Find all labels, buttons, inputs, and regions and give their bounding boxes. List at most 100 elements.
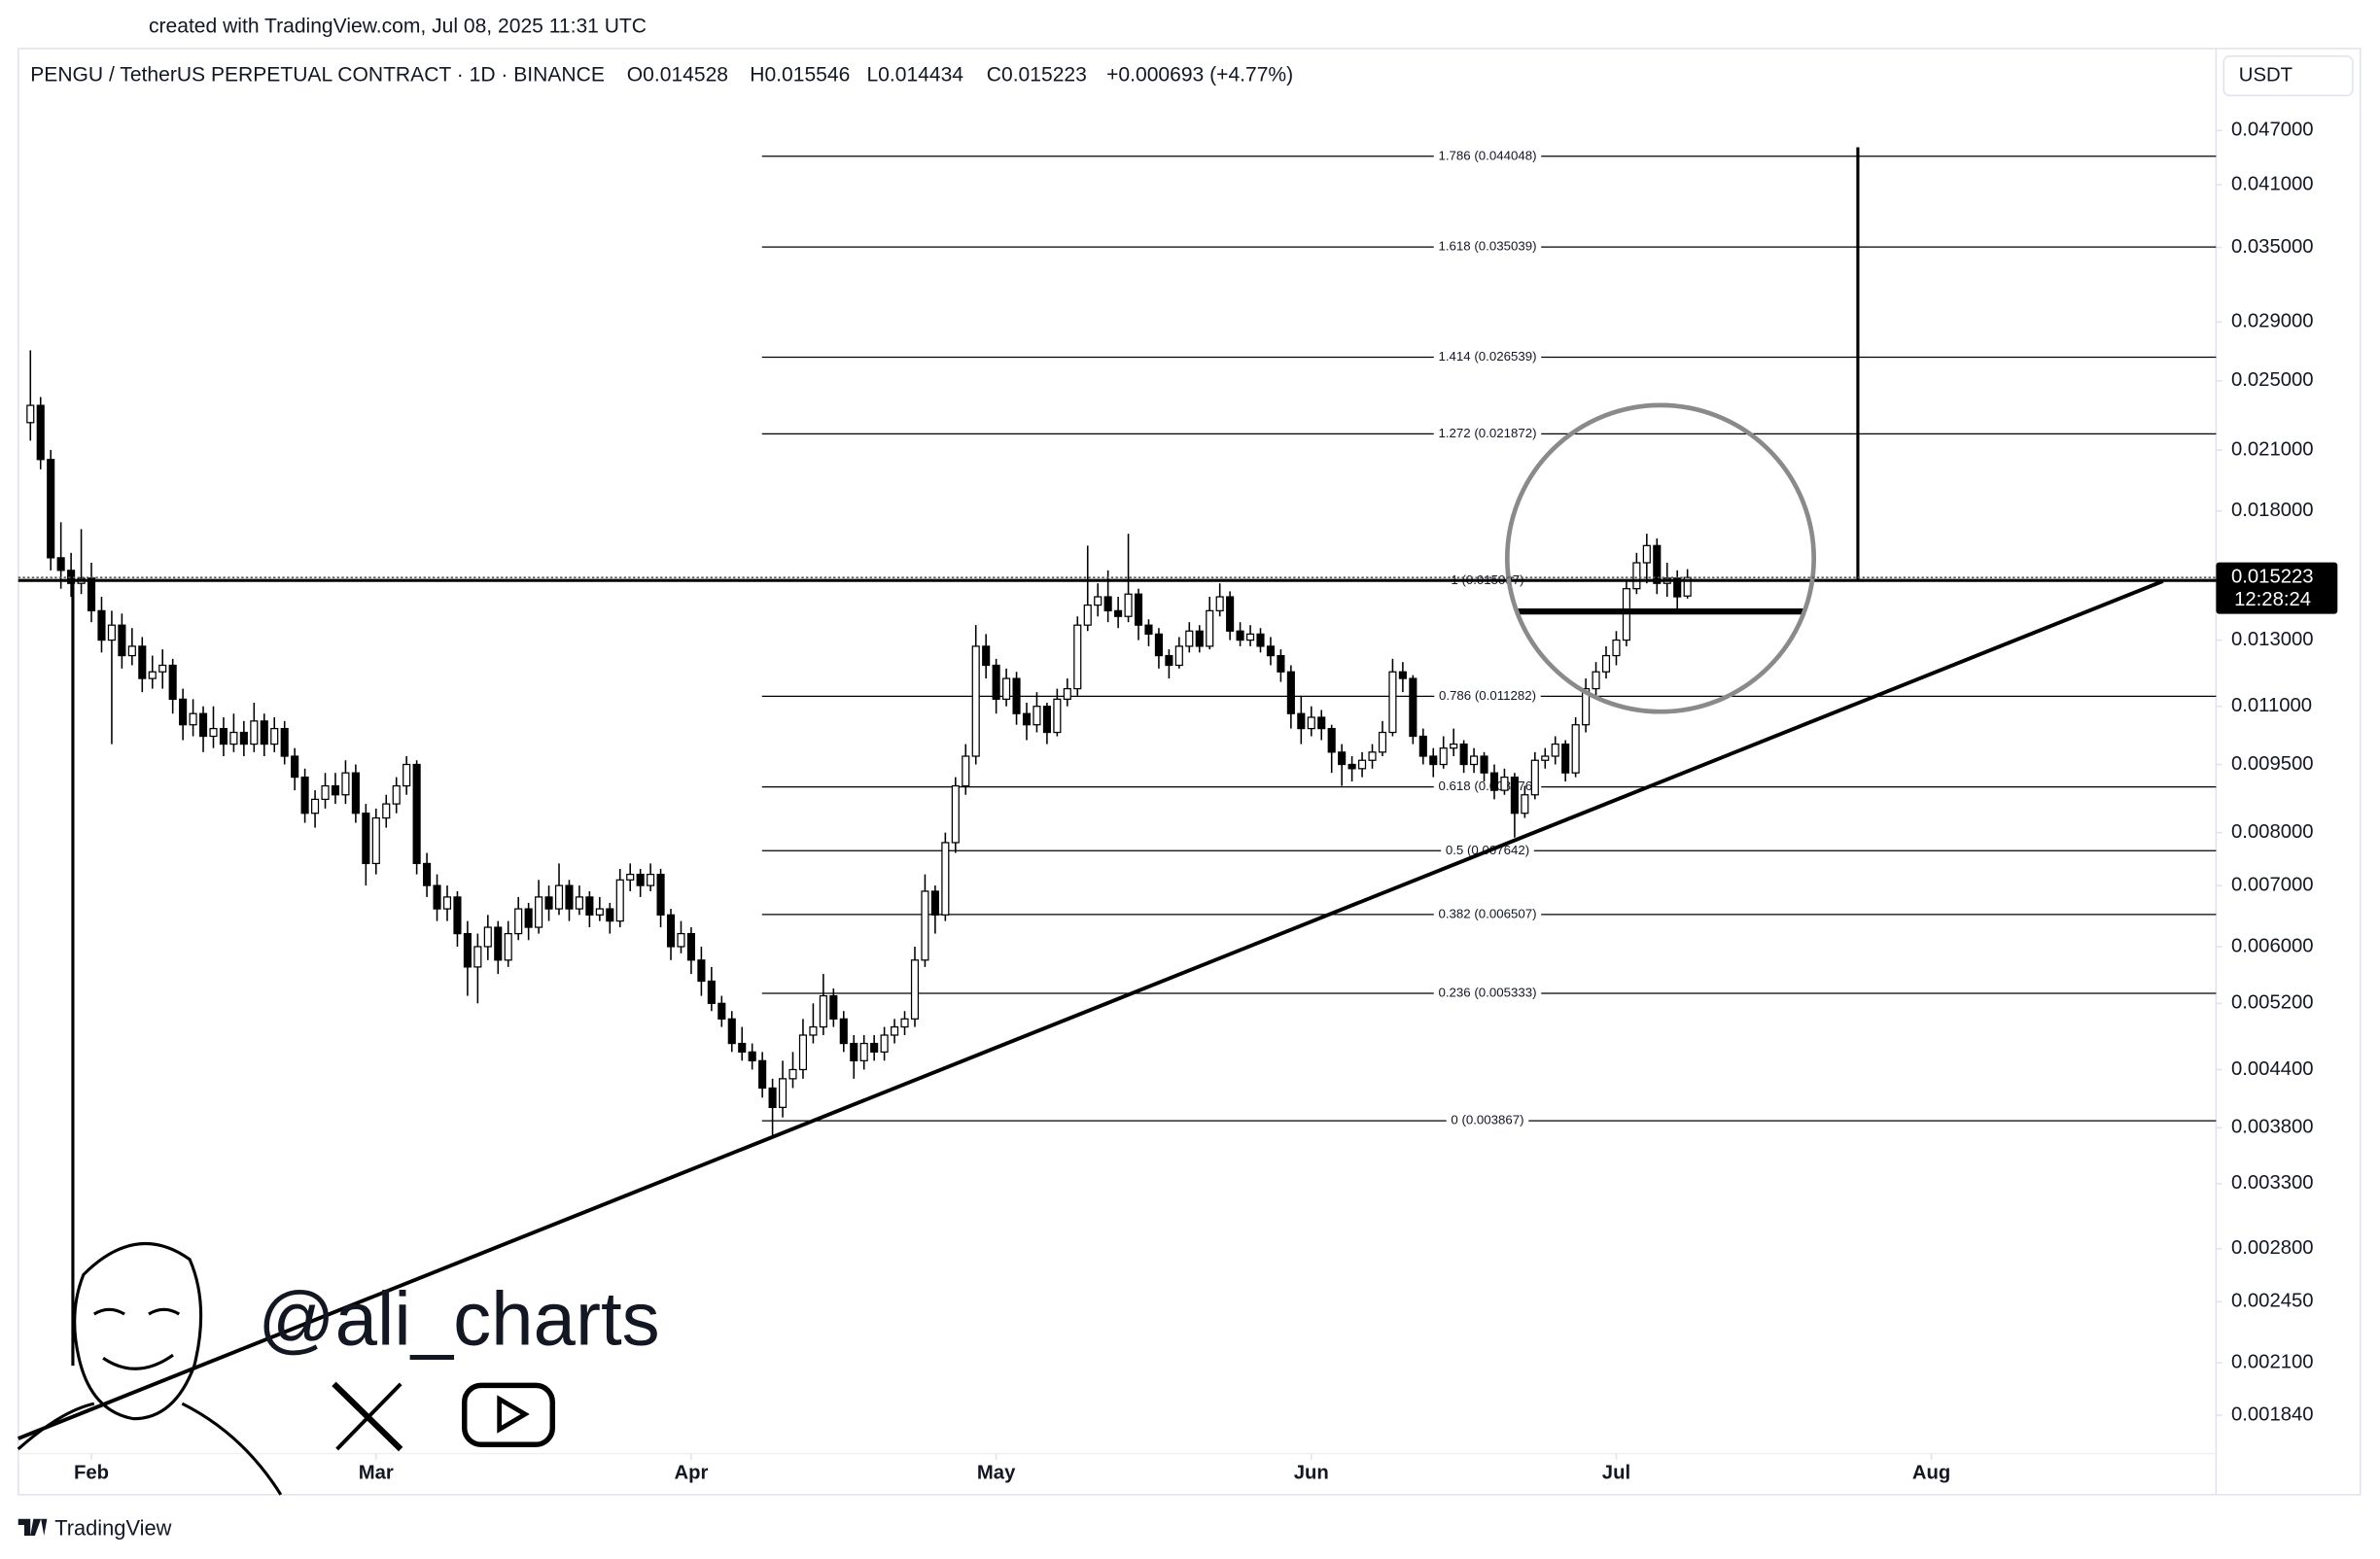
fib-label-bg (1433, 426, 1542, 442)
candle-body (463, 932, 472, 968)
candle-body (300, 776, 309, 814)
tv-logo (18, 1518, 48, 1536)
candle-body (1266, 645, 1276, 657)
fib-label-bg (1433, 148, 1542, 164)
candle-body (1297, 712, 1306, 730)
candle-body (829, 994, 838, 1020)
candle-body (1286, 671, 1295, 714)
candle-body (127, 645, 136, 657)
candle-body (1206, 609, 1214, 647)
candle-body (1174, 645, 1183, 667)
candle-body (585, 896, 594, 916)
candle-body (758, 1059, 767, 1090)
candle-body (1154, 633, 1163, 657)
candle-body (575, 896, 583, 910)
candle-body (382, 803, 391, 819)
candle-body (483, 926, 492, 948)
candle-body (209, 727, 218, 738)
candle-body (1134, 593, 1143, 626)
candle-body (982, 645, 991, 667)
candle-body (341, 772, 350, 796)
candle-body (179, 698, 188, 726)
candle-body (1480, 755, 1488, 774)
trendline (18, 579, 2164, 1440)
last-price-label: 0.015223 (2231, 567, 2314, 588)
candle-body (1470, 755, 1479, 766)
currency: USDT (2239, 64, 2292, 86)
x-icon[interactable] (332, 1381, 403, 1452)
candle-body (1582, 687, 1591, 726)
candle-body (727, 1018, 736, 1045)
high-value: H0.015546 (750, 64, 850, 87)
y-tick-label: 0.004400 (2231, 1058, 2314, 1080)
candle-body (768, 1087, 777, 1108)
candle-body (686, 932, 696, 961)
x-tick-label: Aug (1912, 1462, 1950, 1483)
currency-box[interactable] (2222, 54, 2354, 97)
candle-body (1530, 759, 1539, 796)
candle-body (26, 404, 35, 424)
fib-label: 1.786 (0.044048) (1438, 148, 1536, 162)
candle-body (850, 1042, 858, 1061)
fib-label: 0.618 (0.008976) (1438, 779, 1536, 793)
candle-body (260, 720, 268, 745)
candle-body (138, 645, 147, 679)
candle-body (971, 645, 980, 757)
change-value: +0.000693 (+4.77%) (1106, 64, 1293, 87)
youtube-icon[interactable] (462, 1382, 556, 1448)
y-tick-label: 0.011000 (2231, 695, 2312, 716)
x-tick-label: Apr (674, 1462, 708, 1483)
candle-body (1063, 687, 1071, 700)
y-tick-label: 0.007000 (2231, 874, 2314, 895)
y-tick-label: 0.029000 (2231, 311, 2314, 332)
chart-frame (17, 48, 2362, 1496)
axis-group: 0.047000 0.041000 0.035000 0.029000 0.025000… (18, 120, 2338, 1483)
candle-body (798, 1034, 808, 1071)
candle-body (535, 896, 543, 928)
candle-body (280, 727, 289, 757)
candle-body (392, 784, 401, 805)
candle-body (1185, 630, 1194, 647)
candle-body (36, 404, 45, 461)
avatar-face (92, 1307, 181, 1370)
candle-body (707, 980, 716, 1004)
candle-body (1510, 776, 1519, 814)
avatar-sketch (17, 1241, 283, 1496)
last-price-box (2216, 562, 2338, 614)
candle-body (1368, 751, 1377, 761)
x-tick-label: Jun (1294, 1462, 1329, 1483)
y-tick-label: 0.003800 (2231, 1117, 2314, 1138)
candle-body (778, 1078, 788, 1108)
candle-body (198, 712, 208, 738)
candle-body (453, 896, 462, 935)
candle-body (371, 816, 380, 865)
candle-body (1439, 747, 1448, 766)
candle-body (930, 890, 939, 916)
candle-body (47, 459, 55, 559)
x-tick-label: Feb (74, 1462, 109, 1483)
x-tick-label: Jul (1602, 1462, 1630, 1483)
candle-body (900, 1018, 909, 1028)
candle-body (606, 908, 614, 922)
youtube-frame (462, 1382, 556, 1448)
candle-body (1632, 562, 1641, 590)
candle-body (1073, 624, 1082, 690)
candle-body (1103, 596, 1112, 611)
candle-body (1338, 751, 1347, 766)
avatar-shoulders (17, 1402, 283, 1496)
watermark-group: @ali_charts (17, 1241, 660, 1496)
candle-body (1683, 576, 1692, 597)
candle-body (1653, 544, 1662, 584)
candle-body (870, 1042, 879, 1053)
candle-body (1521, 794, 1529, 814)
candle-body (1561, 743, 1570, 774)
candle-body (442, 896, 452, 910)
candle-body (1348, 763, 1356, 770)
candle-body (962, 755, 970, 787)
candle-body (402, 763, 411, 787)
candle-body (168, 664, 177, 700)
candle-body (494, 926, 503, 961)
candle-body (656, 873, 665, 916)
